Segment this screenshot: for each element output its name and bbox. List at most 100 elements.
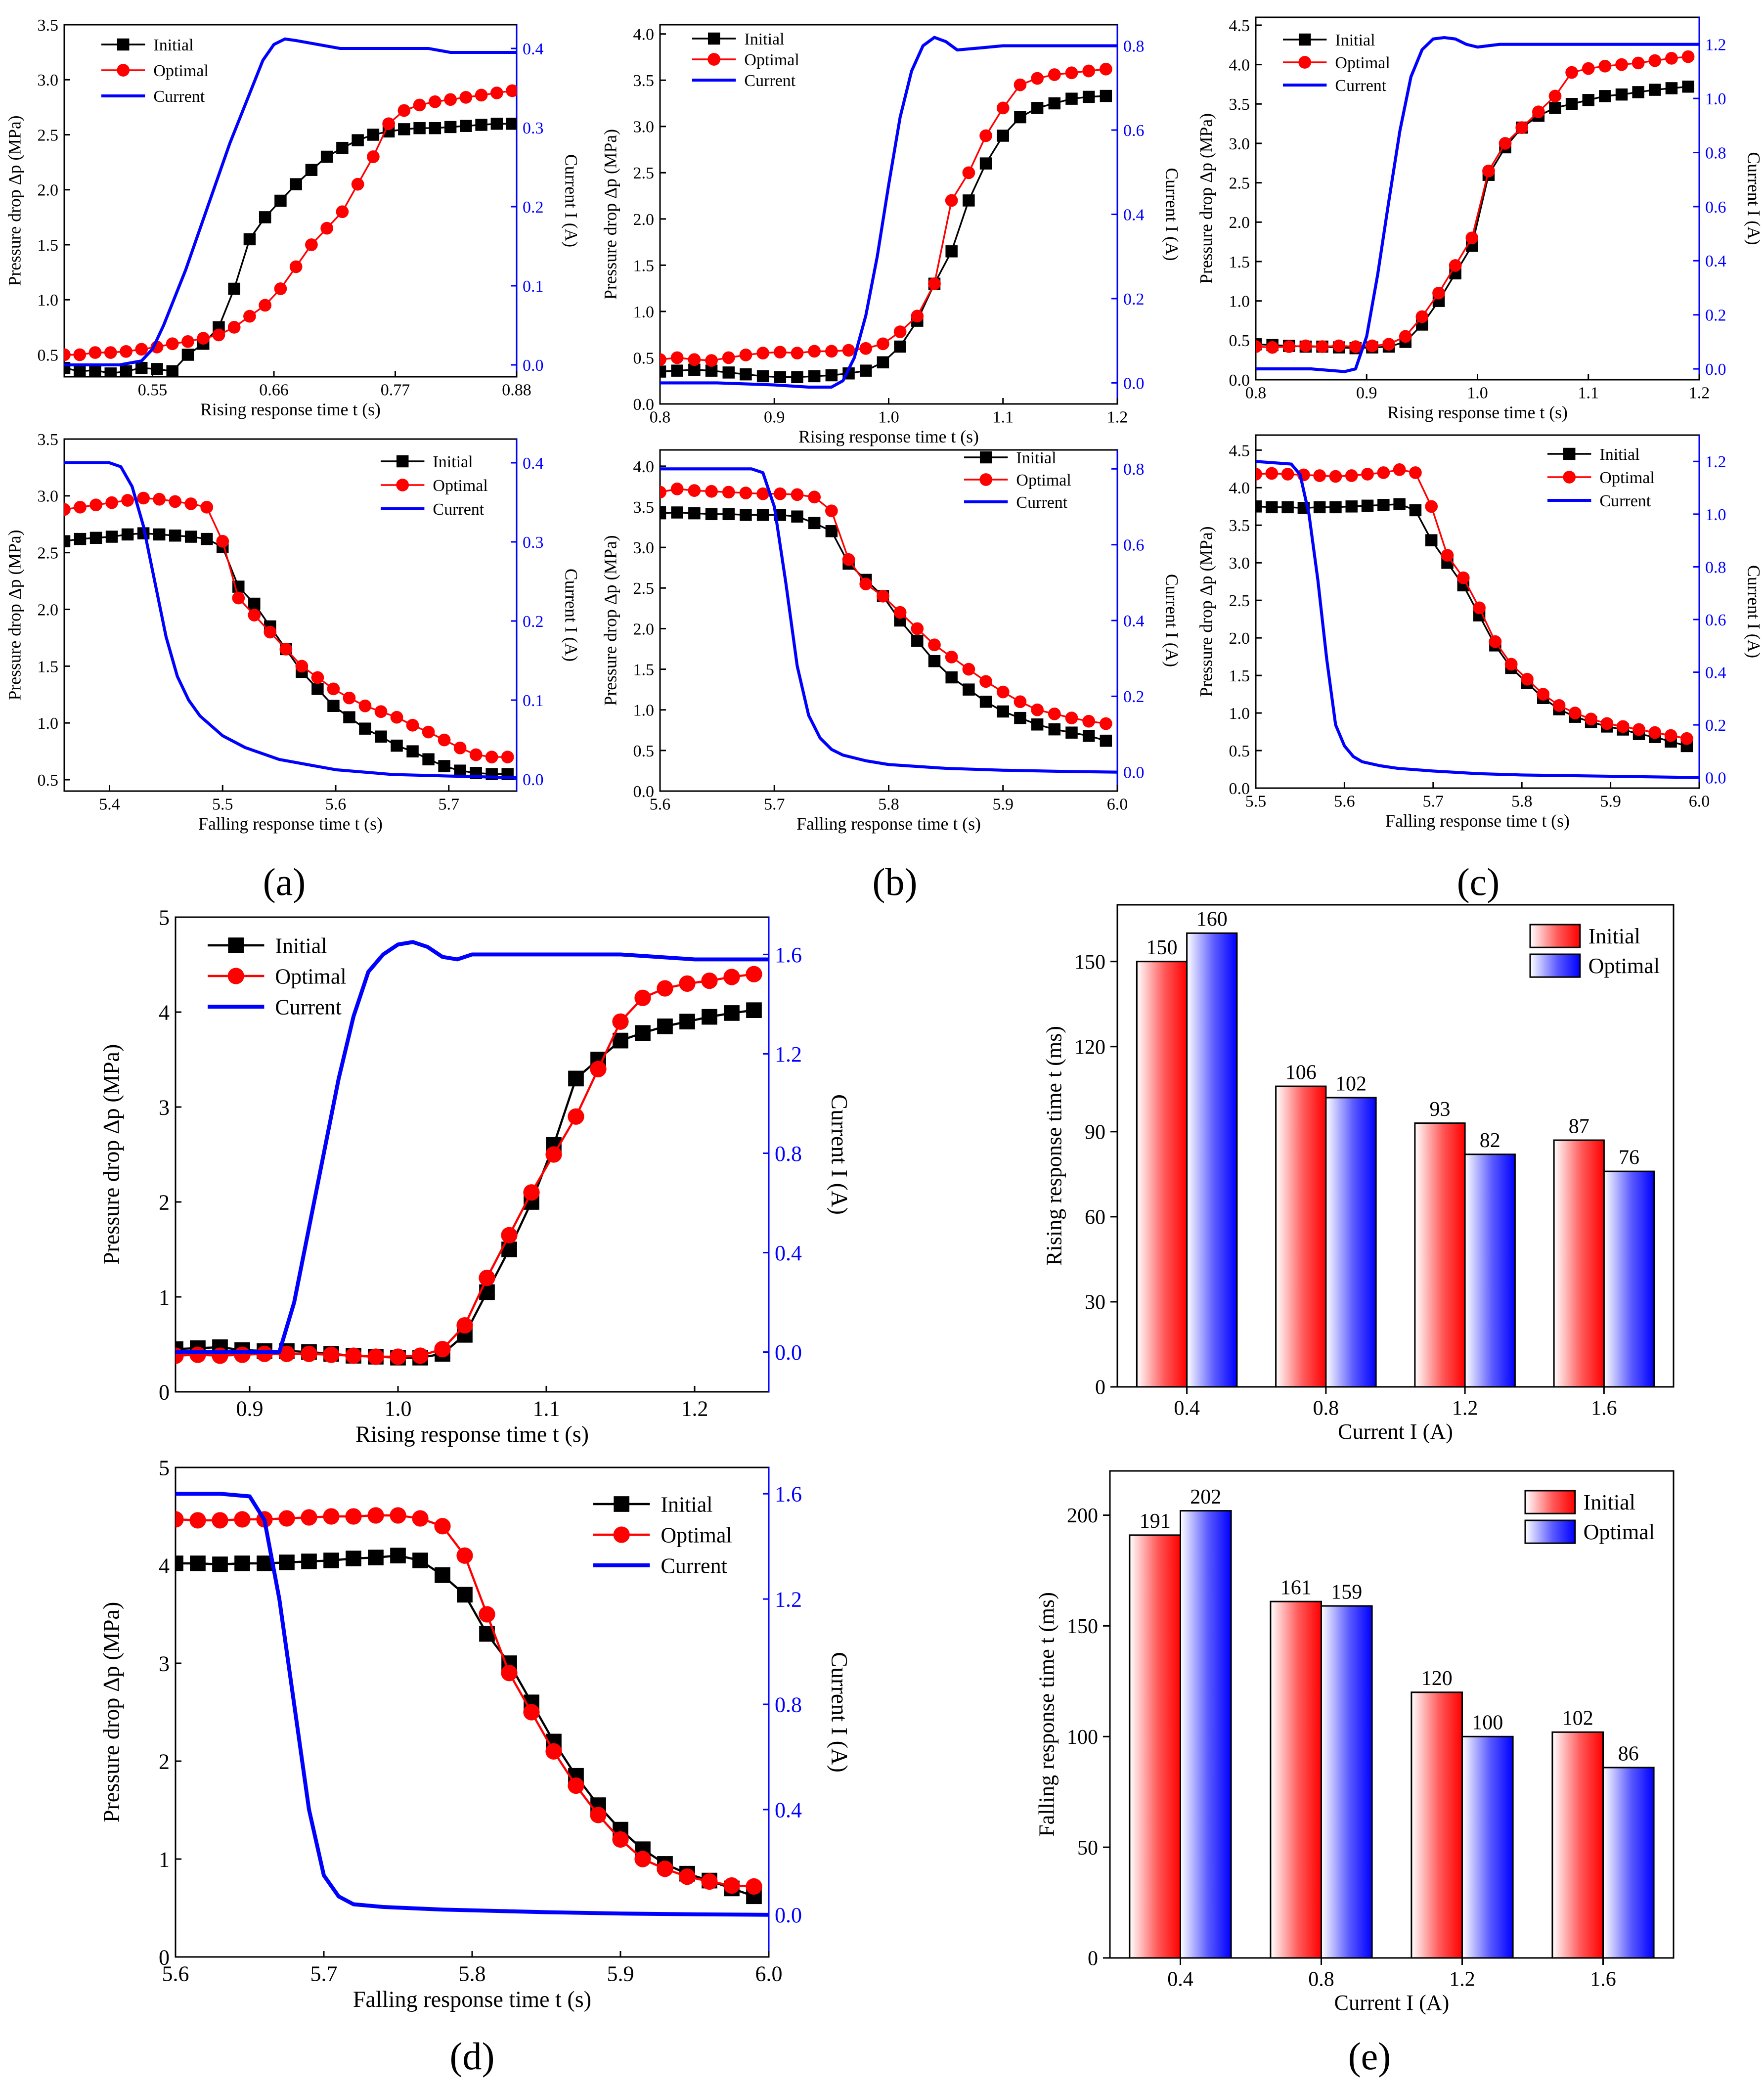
y-tick-label: 2.0 — [1229, 629, 1250, 648]
point-initial — [911, 634, 924, 647]
point-initial — [945, 245, 958, 258]
point-optimal — [367, 1348, 384, 1365]
y2-tick-label: 0.4 — [1123, 206, 1145, 224]
point-initial — [660, 507, 666, 520]
x-tick-label: 5.8 — [459, 1961, 486, 1986]
x-axis-label: Rising response time t (s) — [355, 1421, 589, 1447]
y-tick-label: 90 — [1085, 1121, 1105, 1144]
point-optimal — [791, 347, 804, 359]
bar-value-label: 102 — [1335, 1072, 1367, 1095]
legend-label-initial: Initial — [1335, 31, 1375, 49]
y-tick-label: 4 — [159, 1553, 170, 1578]
bar-value-label: 76 — [1619, 1146, 1639, 1169]
y-tick-label: 200 — [1067, 1505, 1098, 1527]
point-optimal — [459, 90, 473, 104]
y-tick-label: 3 — [159, 1095, 170, 1119]
y-tick-label: 2.5 — [38, 126, 59, 144]
bar-value-label: 159 — [1331, 1581, 1362, 1603]
y-tick-label: 4.0 — [1229, 56, 1250, 75]
point-initial — [64, 535, 71, 547]
point-optimal — [181, 335, 194, 348]
point-optimal — [962, 166, 975, 179]
point-optimal — [184, 497, 198, 510]
y-tick-label: 2.0 — [38, 601, 59, 619]
point-optimal — [1465, 231, 1479, 245]
point-initial — [234, 1555, 250, 1571]
x-tick-label: 5.4 — [99, 795, 120, 813]
y-tick-label: 150 — [1067, 1615, 1098, 1638]
point-optimal — [1265, 467, 1279, 480]
point-optimal — [73, 348, 87, 361]
y-tick-label: 1.0 — [1229, 293, 1250, 311]
point-optimal — [670, 483, 684, 495]
point-optimal — [945, 651, 958, 664]
point-initial — [412, 1553, 428, 1568]
point-initial — [367, 129, 380, 141]
point-optimal — [506, 84, 517, 97]
point-optimal — [612, 1013, 629, 1030]
x-axis-label: Rising response time t (s) — [798, 427, 979, 446]
point-optimal — [893, 325, 907, 338]
series-line-initial — [176, 1554, 754, 1898]
point-optimal — [705, 354, 718, 367]
point-initial — [352, 134, 364, 146]
x-tick-label: 0.88 — [502, 381, 531, 399]
legend-swatch-initial — [1524, 1490, 1576, 1514]
y-tick-label: 4.5 — [1229, 442, 1250, 460]
point-optimal — [808, 345, 821, 358]
y-tick-label: 0.0 — [633, 396, 655, 414]
point-initial — [1345, 500, 1358, 513]
y-tick-label: 4.0 — [1229, 479, 1250, 497]
point-initial — [1100, 89, 1112, 102]
point-optimal — [189, 1346, 206, 1363]
y-tick-label: 3 — [159, 1651, 170, 1676]
point-initial — [724, 1005, 740, 1021]
legend-label-optimal: Optimal — [1584, 1520, 1655, 1544]
point-optimal — [104, 346, 117, 359]
bar-value-label: 202 — [1190, 1486, 1221, 1508]
point-initial — [346, 1551, 361, 1566]
x-tick-label: 0.9 — [764, 408, 785, 426]
x-tick-label: 0.8 — [1245, 384, 1267, 402]
x-tick-label: 0.4 — [1174, 1397, 1200, 1420]
point-optimal — [859, 342, 873, 355]
chart-a-rise: 0.55 0.66 0.77 0.88 0.5 1.0 1.5 2.0 2.5 3.0 3.5 0.0… — [5, 16, 581, 419]
point-optimal — [234, 1511, 251, 1528]
point-optimal — [773, 346, 787, 359]
point-initial — [1082, 90, 1095, 103]
y-tick-label: 3.0 — [1229, 554, 1250, 573]
point-initial — [1065, 726, 1078, 739]
point-optimal — [501, 1665, 518, 1682]
point-initial — [343, 711, 355, 723]
point-optimal — [1585, 712, 1597, 726]
point-optimal — [1499, 137, 1512, 150]
point-optimal — [212, 1347, 228, 1364]
point-optimal — [670, 351, 684, 364]
point-initial — [963, 194, 975, 207]
point-initial — [894, 340, 906, 353]
y2-tick-label: 0.4 — [1705, 664, 1726, 682]
y2-tick-label: 0.8 — [775, 1142, 802, 1166]
point-initial — [181, 349, 194, 361]
point-optimal — [660, 486, 666, 499]
y-axis-label: Pressure drop Δp (MPa) — [99, 1044, 124, 1265]
point-optimal — [701, 1873, 718, 1890]
y2-tick-label: 0.0 — [523, 356, 544, 375]
y2-tick-label: 0.8 — [1123, 38, 1145, 56]
point-initial — [997, 130, 1009, 142]
point-initial — [444, 121, 457, 133]
point-optimal — [1568, 707, 1582, 719]
y2-tick-label: 1.2 — [1705, 453, 1726, 471]
bar-initial — [1553, 1139, 1605, 1388]
y-tick-label: 3.5 — [38, 16, 59, 35]
point-initial — [1632, 86, 1644, 98]
legend-label-current: Current — [433, 500, 484, 519]
point-optimal — [1082, 714, 1096, 728]
y2-tick-label: 0.3 — [523, 533, 544, 552]
point-optimal — [453, 741, 467, 754]
bar-value-label: 86 — [1618, 1742, 1639, 1765]
x-axis-label: Falling response time t (s) — [1385, 811, 1570, 831]
point-initial — [375, 730, 387, 743]
y-axis-label: Falling response time t (ms) — [1035, 1592, 1059, 1837]
point-optimal — [911, 310, 924, 323]
